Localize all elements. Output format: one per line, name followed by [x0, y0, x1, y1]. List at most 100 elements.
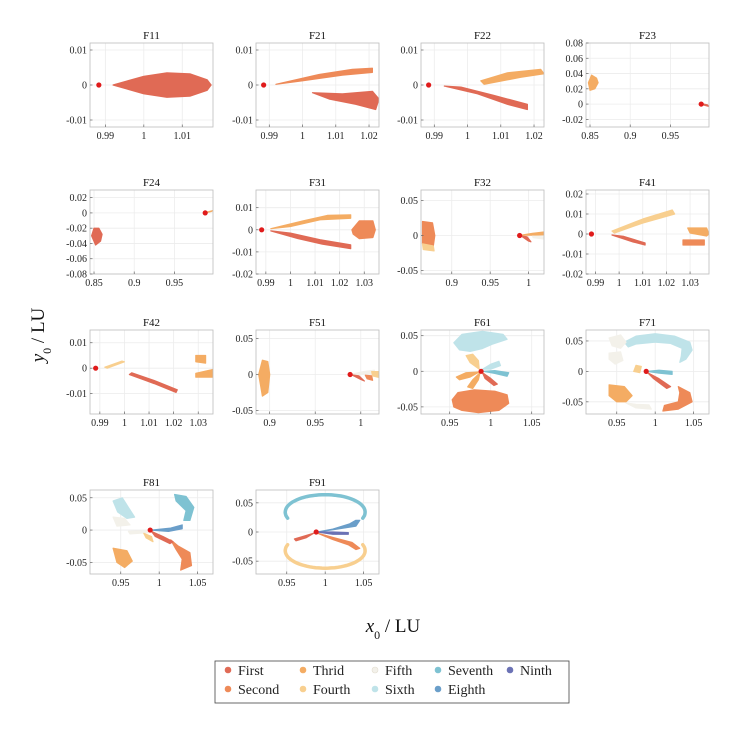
x-tick-label: 1.05 — [523, 418, 541, 429]
y-tick-label: 0 — [248, 370, 253, 381]
legend-label: First — [238, 664, 264, 679]
y-tick-label: 0 — [413, 231, 418, 242]
x-tick-label: 1.01 — [140, 418, 158, 429]
data-regions — [587, 74, 709, 108]
x-tick-label: 1.01 — [492, 131, 510, 142]
region-fifth — [531, 235, 544, 240]
region-fifth — [625, 402, 652, 410]
panel-f91: 0.95 1 1.05 -0.05 0 0.05 F91 — [232, 477, 380, 589]
data-regions — [283, 492, 367, 570]
panel-title: F61 — [474, 317, 491, 329]
region-second — [316, 532, 361, 551]
panel-f31: 0.99 1 1.01 1.02 1.03 -0.02 -0.01 0 0.01 F31 — [232, 177, 380, 289]
panel-f81: 0.95 1 1.05 -0.05 0 0.05 F81 — [66, 477, 214, 589]
region-first — [293, 532, 315, 542]
x-tick-label: 1 — [653, 418, 658, 429]
legend-item-first: First — [224, 664, 264, 679]
panel-title: F21 — [309, 30, 326, 42]
y-tick-label: 0 — [578, 367, 583, 378]
region-first — [481, 372, 498, 387]
region-fourth — [371, 371, 379, 378]
center-point — [313, 529, 319, 535]
region-second — [662, 386, 693, 412]
x-tick-label: 1.05 — [355, 578, 373, 589]
y-tick-label: 0.01 — [236, 46, 254, 57]
axes-frame — [585, 189, 710, 275]
region-fifth — [127, 530, 149, 535]
region-thrid — [270, 214, 352, 230]
x-tick-label: 0.95 — [278, 578, 296, 589]
legend-item-eighth: Eighth — [434, 683, 485, 698]
y-tick-label: -0.01 — [232, 116, 253, 127]
legend-item-sixth: Sixth — [371, 683, 415, 698]
y-tick-label: 0.06 — [566, 54, 584, 65]
x-tick-label: 0.95 — [608, 418, 626, 429]
y-tick-label: 0 — [82, 526, 87, 537]
y-tick-label: 0 — [578, 100, 583, 111]
x-tick-label: 1 — [141, 131, 146, 142]
grid — [256, 43, 379, 127]
legend-marker — [371, 666, 379, 674]
panel-title: F32 — [474, 177, 491, 189]
x-tick-label: 0.95 — [166, 278, 184, 289]
region-seventh — [482, 370, 510, 377]
y-tick-label: -0.05 — [397, 402, 418, 413]
center-point — [517, 232, 523, 239]
region-fifth — [351, 369, 375, 375]
center-point — [93, 365, 99, 371]
grid — [421, 190, 544, 274]
panel-title: F24 — [143, 177, 161, 189]
center-point — [96, 82, 102, 88]
region-thrid — [587, 74, 599, 91]
region-fourth — [283, 542, 367, 570]
x-tick-label: 1.01 — [327, 131, 345, 142]
legend-marker — [224, 685, 232, 693]
x-tick-label: 1.02 — [331, 278, 349, 289]
legend-marker — [299, 685, 307, 693]
x-tick-label: 0.99 — [261, 131, 279, 142]
panel-f32: 0.9 0.95 1 -0.05 0 0.05 F32 — [397, 177, 545, 289]
region-thrid — [195, 354, 207, 364]
region-fifth — [608, 334, 627, 349]
legend-marker — [224, 666, 232, 674]
y-tick-label: 0 — [248, 81, 253, 92]
x-tick-label: 0.9 — [263, 418, 276, 429]
x-tick-label: 0.95 — [662, 131, 680, 142]
legend-item-fifth: Fifth — [371, 664, 412, 679]
center-point — [643, 368, 649, 374]
grid — [421, 43, 544, 127]
y-tick-label: 0 — [82, 81, 87, 92]
y-tick-label: -0.06 — [66, 254, 87, 265]
x-tick-label: 1 — [358, 418, 363, 429]
region-fourth — [633, 364, 642, 374]
x-tick-label: 1 — [157, 578, 162, 589]
y-tick-label: -0.05 — [66, 558, 87, 569]
data-regions — [608, 333, 693, 412]
panel-f41: 0.99 1 1.01 1.02 1.03 -0.02 -0.01 0 0.01 0.02 F41 — [562, 177, 710, 289]
x-tick-label: 1.05 — [189, 578, 207, 589]
region-fifth — [112, 516, 131, 527]
panel-f24: 0.85 0.9 0.95 -0.08 -0.06 -0.04 -0.02 0 0.02 F24 — [66, 177, 214, 289]
legend-item-second: Second — [224, 683, 279, 698]
x-tick-label: 0.99 — [426, 131, 444, 142]
data-regions — [421, 220, 544, 252]
subplot-grid: 0.99 1 1.01 -0.01 0 0.01 F11 0.99 1 1.01 1.02 -0.01… — [66, 30, 710, 589]
region-second — [275, 67, 373, 85]
region-second — [170, 539, 193, 571]
x-tick-label: 1 — [617, 278, 622, 289]
region-thrid — [687, 227, 709, 237]
panel-f71: 0.95 1 1.05 -0.05 0 0.05 F71 — [562, 317, 710, 429]
region-first — [311, 90, 379, 111]
y-tick-label: 0.02 — [566, 84, 584, 95]
y-tick-label: -0.05 — [562, 397, 583, 408]
y-tick-label: 0 — [82, 208, 87, 219]
region-eighth — [150, 524, 183, 533]
legend-label: Fifth — [385, 664, 412, 679]
region-sixth — [453, 330, 508, 352]
y-tick-label: 0 — [82, 364, 87, 375]
panel-title: F22 — [474, 30, 491, 42]
data-regions — [443, 68, 544, 111]
center-point — [588, 231, 595, 237]
y-tick-label: -0.08 — [66, 270, 87, 281]
